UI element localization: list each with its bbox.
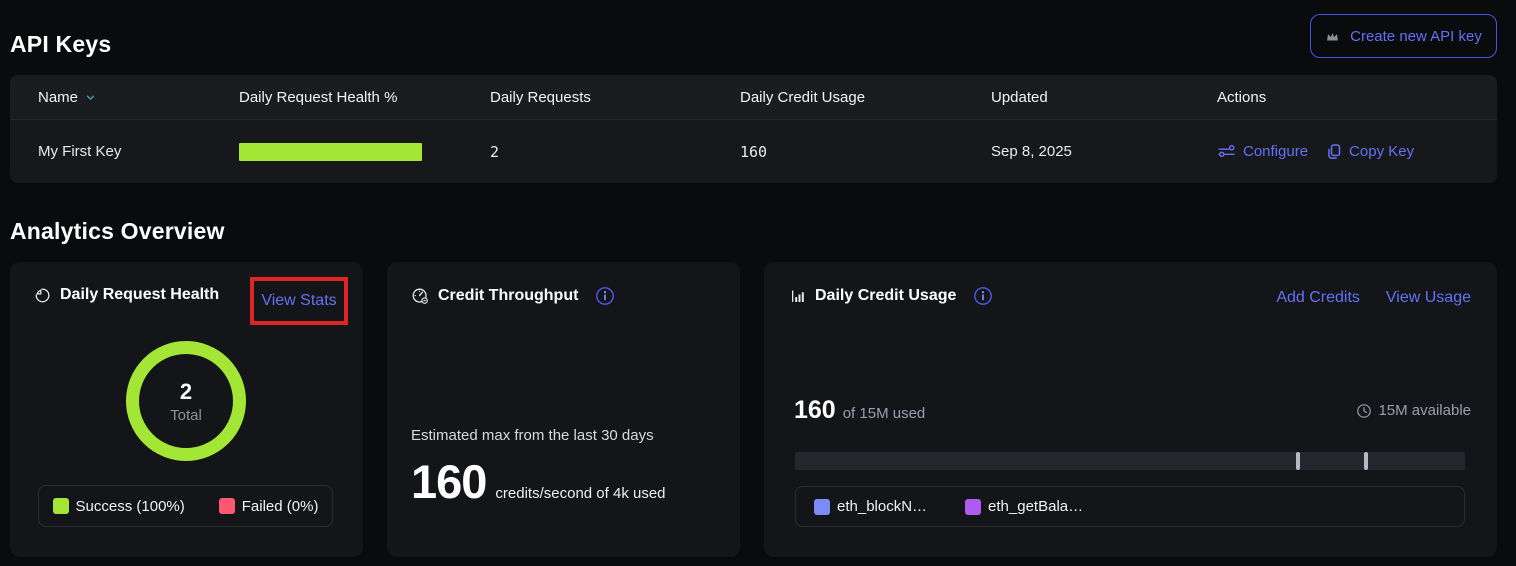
- page-title: API Keys: [10, 31, 112, 57]
- table-row: My First Key 2 160 Sep 8, 2025 Configure: [10, 119, 1497, 183]
- card-header: Credit Throughput: [411, 286, 615, 306]
- usage-legend: eth_blockN… eth_getBala…: [795, 486, 1465, 527]
- request-health-donut-chart: 2 Total: [126, 341, 246, 461]
- copy-key-link[interactable]: Copy Key: [1326, 143, 1414, 160]
- copy-icon: [1326, 143, 1342, 160]
- view-usage-link[interactable]: View Usage: [1385, 289, 1471, 306]
- column-header-health: Daily Request Health %: [239, 88, 398, 106]
- card-header: Daily Credit Usage: [790, 286, 993, 306]
- card-title: Credit Throughput: [438, 287, 579, 304]
- health-legend: Success (100%) Failed (0%): [38, 485, 333, 527]
- pie-chart-icon: [34, 287, 51, 304]
- column-header-updated: Updated: [991, 88, 1048, 106]
- daily-credit-usage-card: Daily Credit Usage Add Credits View Usag…: [764, 262, 1497, 557]
- legend-item-success: Success (100%): [52, 498, 185, 515]
- gauge-icon: [411, 287, 429, 305]
- card-title: Daily Request Health: [60, 286, 220, 303]
- used-value: 160: [794, 396, 836, 424]
- usage-summary-row: 160 of 15M used 15M available: [794, 396, 1471, 425]
- credit-throughput-card: Credit Throughput Estimated max from the…: [387, 262, 740, 557]
- column-header-actions: Actions: [1217, 88, 1267, 106]
- sliders-icon: [1217, 144, 1236, 159]
- daily-request-health-card: Daily Request Health View Stats 2 Total …: [10, 262, 363, 557]
- card-title: Daily Credit Usage: [815, 287, 957, 304]
- create-api-key-button[interactable]: Create new API key: [1310, 14, 1497, 58]
- eth-getbalance-swatch: [965, 498, 982, 515]
- donut-total-label: Total: [170, 406, 202, 424]
- table-header-row: Name Daily Request Health % Daily Reques…: [10, 75, 1497, 119]
- key-name: My First Key: [38, 143, 122, 160]
- donut-total-value: 2: [179, 378, 193, 404]
- info-icon[interactable]: [595, 286, 615, 306]
- view-stats-link[interactable]: View Stats: [261, 292, 337, 309]
- throughput-unit: credits/second of 4k used: [495, 485, 666, 502]
- legend-item-eth-getbalance: eth_getBala…: [965, 498, 1083, 515]
- throughput-value: 160: [411, 455, 487, 508]
- clock-icon: [1356, 403, 1372, 419]
- section-title: Analytics Overview: [10, 218, 225, 244]
- credit-usage-progress-bar: [795, 452, 1465, 470]
- health-bar-cell: [239, 120, 422, 183]
- bar-chart-icon: [790, 288, 806, 304]
- progress-tick: [1296, 452, 1301, 470]
- usage-available: 15M available: [1356, 402, 1471, 419]
- create-api-key-label: Create new API key: [1350, 27, 1482, 45]
- sort-chevron-down-icon[interactable]: [85, 92, 96, 103]
- add-credits-link[interactable]: Add Credits: [1276, 289, 1360, 306]
- column-header-credit-usage: Daily Credit Usage: [740, 88, 866, 106]
- throughput-value-row: 160 credits/second of 4k used: [411, 454, 666, 509]
- usage-used: 160 of 15M used: [794, 396, 925, 425]
- progress-tick: [1363, 452, 1368, 470]
- legend-item-eth-blocknumber: eth_blockN…: [814, 498, 927, 515]
- card-links: Add Credits View Usage: [1276, 289, 1471, 307]
- legend-item-failed: Failed (0%): [218, 498, 318, 515]
- used-text: of 15M used: [842, 405, 926, 422]
- crown-icon: [1325, 29, 1340, 44]
- eth-blocknumber-swatch: [814, 498, 830, 515]
- column-header-name[interactable]: Name: [38, 75, 96, 119]
- card-header: Daily Request Health: [34, 286, 219, 304]
- daily-credit-usage-value: 160: [740, 142, 768, 161]
- actions-cell: Configure Copy Key: [1217, 120, 1414, 183]
- success-swatch: [52, 498, 69, 514]
- available-text: 15M available: [1378, 402, 1471, 419]
- failed-swatch: [218, 498, 235, 514]
- health-percent-bar: [239, 142, 422, 161]
- throughput-subtitle: Estimated max from the last 30 days: [411, 427, 654, 444]
- column-header-requests: Daily Requests: [490, 88, 591, 106]
- updated-date: Sep 8, 2025: [991, 143, 1072, 160]
- annotation-highlight-box: View Stats: [250, 277, 348, 325]
- info-icon[interactable]: [973, 286, 993, 306]
- configure-link[interactable]: Configure: [1217, 143, 1308, 160]
- daily-requests-value: 2: [490, 142, 500, 161]
- api-keys-table: Name Daily Request Health % Daily Reques…: [10, 75, 1497, 183]
